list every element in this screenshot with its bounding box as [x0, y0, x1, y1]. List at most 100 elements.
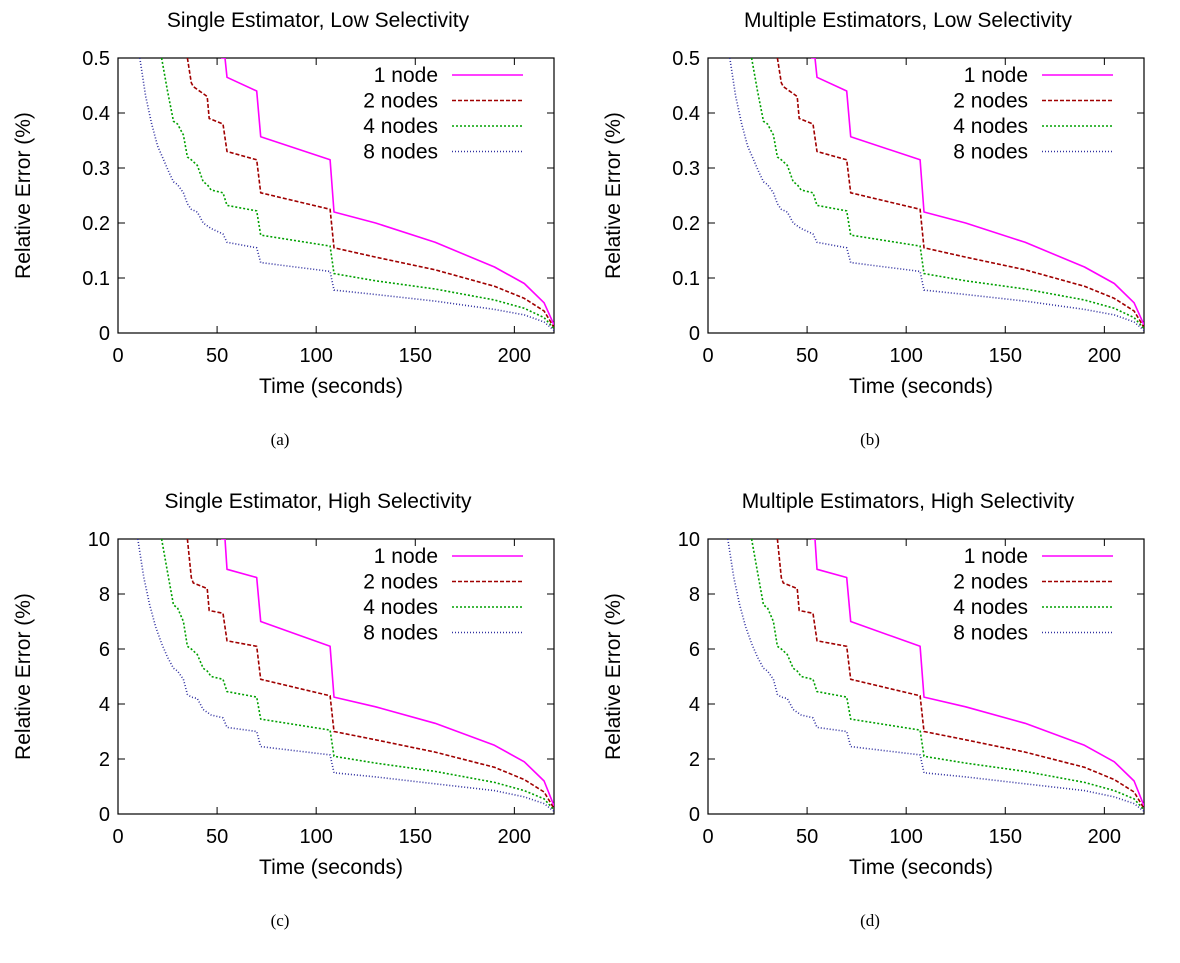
chart-svg: Multiple Estimators, High Selectivity 0 50…	[602, 490, 1145, 930]
y-axis-label: Relative Error (%)	[602, 112, 625, 279]
x-tick-label: 0	[112, 826, 123, 848]
legend-label: 4 nodes	[953, 115, 1028, 138]
chart-title: Multiple Estimators, Low Selectivity	[744, 9, 1072, 32]
x-tick-label: 50	[206, 345, 228, 367]
y-axis-label: Relative Error (%)	[602, 593, 625, 760]
chart-panel-b: Multiple Estimators, Low Selectivity 0 50 1…	[590, 0, 1180, 481]
x-tick-label: 150	[399, 345, 432, 367]
x-axis-label: Time (seconds)	[849, 375, 993, 398]
chart-panel-a: Single Estimator, Low Selectivity 0 50 100 1…	[0, 0, 590, 481]
series-line-4	[729, 58, 1144, 331]
x-tick-label: 150	[989, 826, 1022, 848]
y-tick-label: 4	[689, 694, 700, 716]
plot-frame	[117, 57, 555, 334]
legend-label: 1 node	[374, 545, 438, 568]
x-tick-label: 100	[889, 826, 922, 848]
x-tick-label: 0	[702, 345, 713, 367]
x-tick-label: 200	[498, 826, 531, 848]
series-line-2	[776, 539, 1144, 809]
legend-label: 2 nodes	[953, 90, 1028, 113]
y-tick-label: 0.5	[82, 48, 110, 70]
series-line-1	[221, 58, 554, 326]
legend-label: 8 nodes	[953, 622, 1028, 645]
x-axis-label: Time (seconds)	[259, 375, 403, 398]
y-tick-label: 0	[99, 804, 110, 826]
series-group	[137, 539, 554, 812]
series-line-3	[160, 539, 554, 811]
series-group	[727, 539, 1144, 812]
legend-label: 2 nodes	[363, 571, 438, 594]
y-tick-label: 0.4	[82, 103, 110, 125]
legend-label: 8 nodes	[363, 622, 438, 645]
y-tick-label: 6	[99, 639, 110, 661]
y-tick-label: 10	[678, 529, 700, 551]
series-line-2	[186, 539, 554, 809]
y-tick-label: 0.5	[672, 48, 700, 70]
legend-label: 2 nodes	[363, 90, 438, 113]
y-tick-label: 0	[99, 323, 110, 345]
series-line-1	[811, 539, 1144, 807]
chart-title: Single Estimator, Low Selectivity	[167, 9, 470, 32]
x-axis-label: Time (seconds)	[259, 856, 403, 879]
legend-label: 4 nodes	[953, 596, 1028, 619]
legend-label: 1 node	[374, 64, 438, 87]
x-tick-label: 0	[702, 826, 713, 848]
y-tick-label: 8	[689, 584, 700, 606]
y-tick-label: 0	[689, 804, 700, 826]
x-tick-label: 100	[889, 345, 922, 367]
series-group	[729, 58, 1144, 331]
series-line-2	[186, 58, 554, 328]
subfigure-caption: (b)	[860, 430, 880, 449]
y-tick-label: 0.2	[82, 213, 110, 235]
y-tick-label: 0.1	[82, 268, 110, 290]
x-tick-label: 50	[796, 345, 818, 367]
x-tick-label: 150	[989, 345, 1022, 367]
subfigure-caption: (c)	[271, 911, 290, 930]
x-tick-label: 200	[1088, 826, 1121, 848]
y-tick-label: 0	[689, 323, 700, 345]
x-axis-label: Time (seconds)	[849, 856, 993, 879]
x-tick-label: 200	[498, 345, 531, 367]
legend-label: 4 nodes	[363, 596, 438, 619]
plot-frame	[707, 57, 1145, 334]
y-axis-label: Relative Error (%)	[12, 593, 35, 760]
series-line-3	[160, 58, 554, 330]
series-line-1	[811, 58, 1144, 326]
y-tick-label: 4	[99, 694, 110, 716]
legend-label: 1 node	[964, 64, 1028, 87]
series-line-4	[139, 58, 554, 331]
y-tick-label: 10	[88, 529, 110, 551]
subfigure-caption: (d)	[860, 911, 880, 930]
y-tick-label: 2	[689, 749, 700, 771]
legend-label: 2 nodes	[953, 571, 1028, 594]
chart-title: Multiple Estimators, High Selectivity	[742, 490, 1075, 513]
y-tick-label: 6	[689, 639, 700, 661]
y-tick-label: 8	[99, 584, 110, 606]
y-axis-label: Relative Error (%)	[12, 112, 35, 279]
series-line-3	[750, 58, 1144, 330]
plot-frame	[707, 538, 1145, 815]
series-line-1	[221, 539, 554, 807]
series-line-4	[727, 539, 1144, 812]
x-tick-label: 100	[299, 345, 332, 367]
chart-svg: Single Estimator, Low Selectivity 0 50 100 1…	[12, 9, 555, 449]
chart-panel-d: Multiple Estimators, High Selectivity 0 50…	[590, 481, 1180, 962]
series-line-2	[776, 58, 1144, 328]
y-tick-label: 2	[99, 749, 110, 771]
x-tick-label: 200	[1088, 345, 1121, 367]
series-line-3	[750, 539, 1144, 811]
legend-label: 8 nodes	[363, 141, 438, 164]
series-group	[139, 58, 554, 331]
x-tick-label: 0	[112, 345, 123, 367]
legend-label: 8 nodes	[953, 141, 1028, 164]
chart-title: Single Estimator, High Selectivity	[165, 490, 472, 513]
x-tick-label: 50	[796, 826, 818, 848]
y-tick-label: 0.2	[672, 213, 700, 235]
y-tick-label: 0.3	[82, 158, 110, 180]
subfigure-caption: (a)	[271, 430, 290, 449]
plot-frame	[117, 538, 555, 815]
y-tick-label: 0.3	[672, 158, 700, 180]
y-tick-label: 0.4	[672, 103, 700, 125]
legend-label: 1 node	[964, 545, 1028, 568]
